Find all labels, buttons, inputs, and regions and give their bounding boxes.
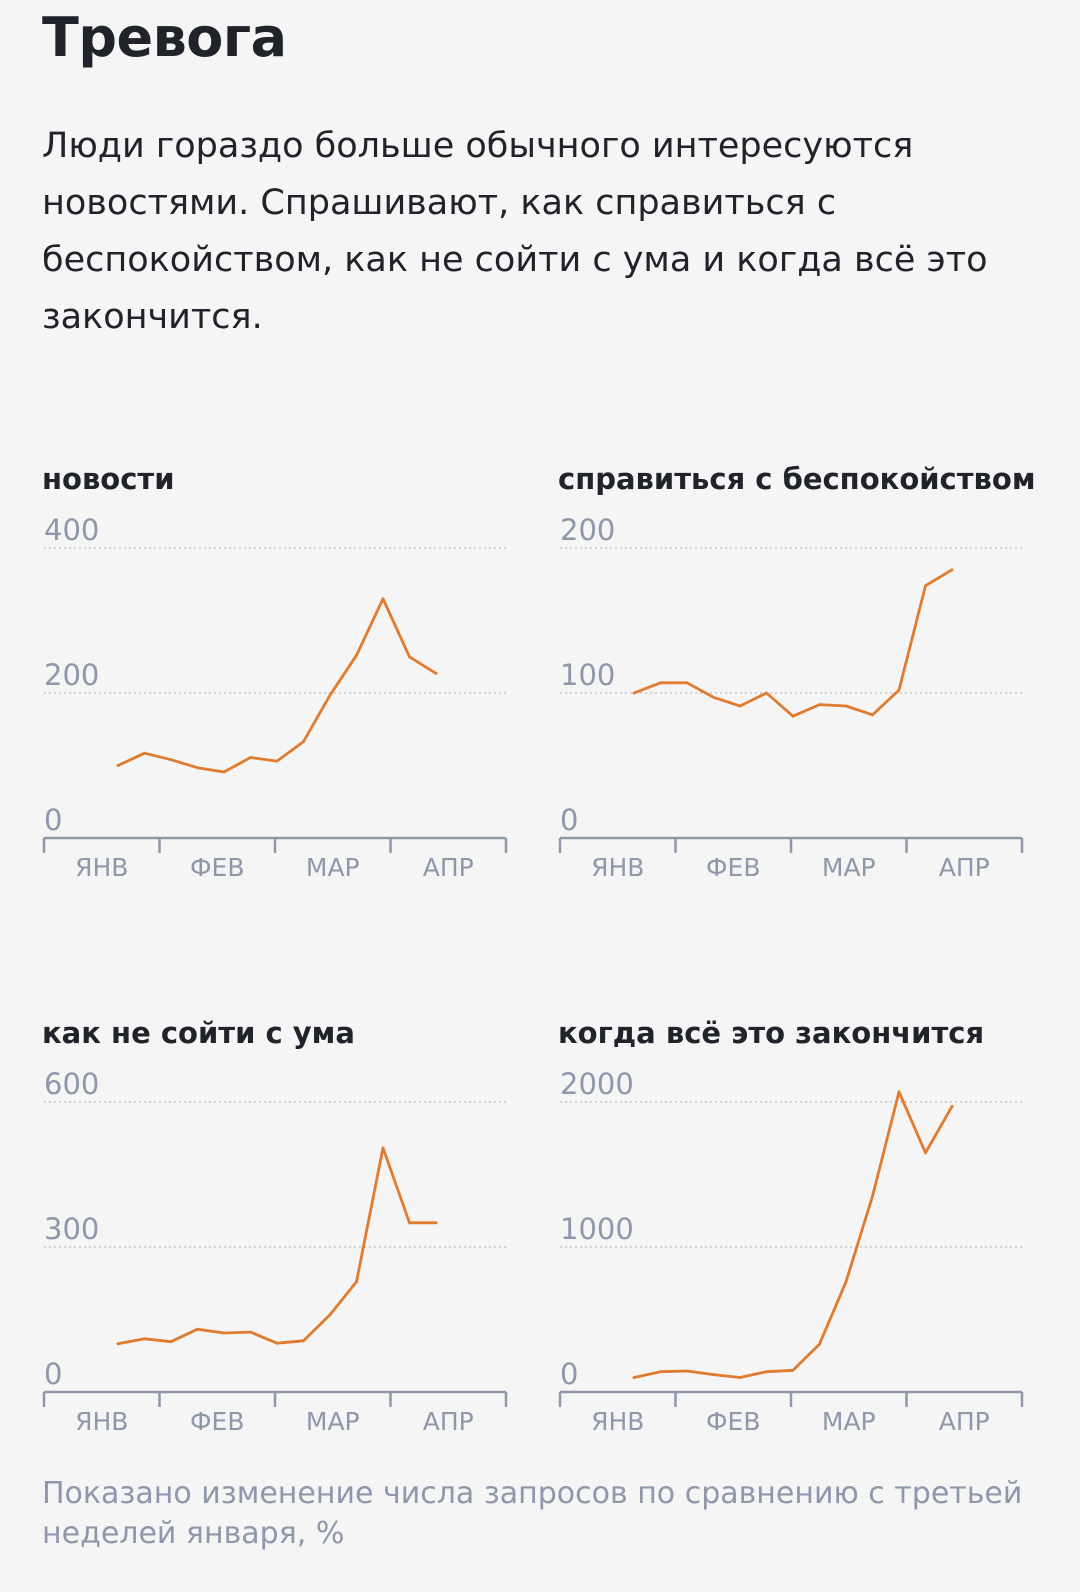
x-tick-label: ФЕВ — [190, 853, 244, 882]
y-tick-label: 1000 — [560, 1212, 634, 1246]
x-tick-label: ЯНВ — [591, 853, 644, 882]
chart-title-when-end: когда всё это закончится — [558, 1016, 985, 1050]
chart-sanity: 0 300 600 ЯНВ ФЕВ МАР АПР — [42, 1067, 508, 1436]
x-tick-label: МАР — [306, 853, 360, 882]
x-tick-label: МАР — [822, 853, 876, 882]
chart-anxiety: 0 100 200 ЯНВ ФЕВ МАР АПР — [558, 513, 1024, 882]
chart-news: 0 200 400 ЯНВ ФЕВ МАР АПР — [42, 513, 508, 882]
data-point — [143, 1337, 146, 1341]
data-point — [408, 1221, 411, 1225]
data-point — [196, 766, 199, 770]
intro-text: Люди гораздо больше обычного интересуютс… — [42, 126, 988, 337]
y-tick-label: 200 — [560, 513, 615, 547]
data-point — [924, 584, 927, 588]
data-point — [302, 1339, 305, 1343]
x-tick-label: МАР — [306, 1407, 360, 1436]
data-point — [434, 672, 438, 675]
data-point — [738, 704, 742, 708]
data-point — [275, 759, 279, 763]
data-point — [381, 1146, 385, 1150]
series-line — [116, 597, 438, 774]
y-tick-label: 0 — [560, 803, 578, 837]
data-point — [116, 1342, 120, 1346]
data-point — [408, 655, 411, 659]
data-point — [196, 1327, 199, 1331]
data-point — [275, 1341, 279, 1345]
data-point — [169, 1340, 173, 1344]
data-point — [818, 703, 821, 706]
y-tick-label: 2000 — [560, 1067, 634, 1101]
data-point — [328, 1313, 332, 1317]
data-point — [950, 568, 954, 572]
chart-title-anxiety: справиться с беспокойством — [558, 462, 1036, 496]
x-tick-label: АПР — [423, 853, 474, 882]
data-point — [685, 1369, 689, 1373]
x-tick-label: ФЕВ — [706, 1407, 760, 1436]
data-point — [791, 1368, 795, 1372]
y-tick-label: 0 — [44, 803, 62, 837]
data-point — [222, 770, 226, 774]
chart-title-sanity: как не сойти с ума — [42, 1016, 355, 1050]
series-line — [116, 1146, 438, 1346]
data-point — [381, 597, 385, 601]
y-tick-label: 200 — [44, 658, 99, 692]
chart-when-end: 0 1000 2000 ЯНВ ФЕВ МАР АПР — [558, 1067, 1024, 1436]
data-point — [871, 1194, 874, 1198]
y-tick-label: 0 — [44, 1357, 62, 1391]
data-point — [871, 713, 874, 717]
data-point — [222, 1331, 226, 1335]
data-point — [632, 691, 636, 695]
data-point — [924, 1151, 927, 1155]
data-point — [791, 714, 795, 718]
x-tick-label: АПР — [423, 1407, 474, 1436]
data-point — [765, 691, 768, 695]
data-point — [249, 756, 252, 759]
x-tick-label: ЯНВ — [75, 1407, 128, 1436]
data-point — [844, 1280, 848, 1284]
data-point — [143, 751, 146, 755]
data-point — [712, 695, 715, 699]
y-tick-label: 0 — [560, 1357, 578, 1391]
data-point — [844, 704, 848, 708]
data-point — [685, 681, 689, 685]
x-tick-label: АПР — [939, 1407, 990, 1436]
data-point — [434, 1221, 438, 1225]
data-point — [659, 1370, 662, 1374]
data-point — [897, 1090, 901, 1094]
data-point — [116, 764, 120, 767]
y-tick-label: 100 — [560, 658, 615, 692]
data-point — [950, 1105, 954, 1108]
y-tick-label: 600 — [44, 1067, 99, 1101]
series-line — [632, 568, 954, 718]
data-point — [659, 681, 662, 685]
data-point — [169, 758, 173, 762]
x-tick-label: АПР — [939, 853, 990, 882]
data-point — [249, 1330, 252, 1334]
page-title: Тревога — [42, 6, 287, 69]
x-tick-label: ЯНВ — [591, 1407, 644, 1436]
data-point — [818, 1342, 821, 1346]
data-point — [302, 740, 305, 743]
y-tick-label: 400 — [44, 513, 99, 547]
data-point — [712, 1373, 715, 1376]
x-tick-label: ЯНВ — [75, 853, 128, 882]
data-point — [632, 1376, 636, 1379]
y-tick-label: 300 — [44, 1212, 99, 1246]
data-point — [355, 1280, 358, 1284]
data-point — [738, 1376, 742, 1379]
data-point — [355, 653, 358, 657]
data-point — [328, 693, 332, 697]
chart-title-news: новости — [42, 462, 175, 496]
x-tick-label: МАР — [822, 1407, 876, 1436]
series-line — [632, 1090, 954, 1379]
x-tick-label: ФЕВ — [706, 853, 760, 882]
data-point — [765, 1370, 768, 1374]
x-tick-label: ФЕВ — [190, 1407, 244, 1436]
chart-caption: Показано изменение числа запросов по сра… — [42, 1476, 1023, 1551]
data-point — [897, 688, 901, 692]
